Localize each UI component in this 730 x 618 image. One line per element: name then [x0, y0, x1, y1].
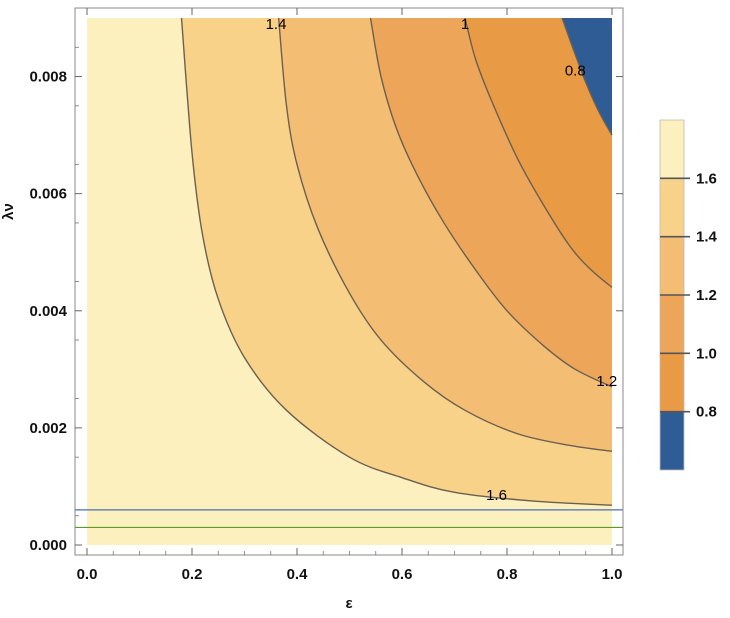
y-axis-title: λν	[0, 203, 17, 220]
contour-line-0.8	[561, 17, 613, 136]
x-tick-label: 0.0	[77, 566, 98, 583]
contour-line-1.4	[277, 17, 613, 453]
plot-area	[75, 17, 623, 545]
colorbar-label-0.8: 0.8	[696, 404, 717, 421]
contour-line-1	[464, 17, 613, 288]
contour-label-1.2: 1.2	[596, 373, 617, 390]
contour-line-1.2	[369, 17, 613, 388]
x-tick-label: 0.2	[182, 566, 203, 583]
contour-line-1.6	[180, 17, 613, 506]
colorbar-band-0.8	[660, 353, 684, 412]
contour-label-0.8: 0.8	[565, 63, 586, 80]
x-tick-label: 0.6	[392, 566, 413, 583]
x-tick-label: 0.4	[287, 566, 309, 583]
y-tick-label: 0.000	[29, 537, 67, 554]
colorbar-legend: 1.6 1.4 1.2 1.0 0.8	[659, 119, 718, 471]
region-below-1	[465, 18, 612, 288]
colorbar-band-1.6	[660, 120, 684, 179]
contour-labels: 1.6 1.4 1.2 1 0.8	[266, 16, 618, 504]
contour-label-1.4: 1.4	[266, 16, 287, 33]
colorbar-band-0.6	[660, 411, 684, 470]
y-tick-label: 0.002	[29, 420, 67, 437]
contour-label-1: 1	[461, 16, 469, 33]
colorbar-band-1	[660, 295, 684, 354]
colorbar-label-1.4: 1.4	[696, 229, 718, 246]
axes: 0.0 0.2 0.4 0.6 0.8 1.0 0.000 0.002 0.004 0.006 0.…	[29, 8, 623, 583]
x-axis-title: ε	[345, 595, 352, 612]
y-tick-label: 0.006	[29, 186, 67, 203]
contour-label-1.6: 1.6	[486, 487, 507, 504]
y-tick-label: 0.004	[29, 303, 67, 320]
colorbar-label-1.6: 1.6	[696, 170, 717, 187]
y-tick-label: 0.008	[29, 69, 67, 86]
colorbar-band-1.4	[660, 178, 684, 237]
region-below-0.8	[562, 18, 612, 136]
x-tick-label: 0.8	[497, 566, 518, 583]
colorbar-label-1.2: 1.2	[696, 287, 717, 304]
colorbar-band-1.2	[660, 236, 684, 295]
x-tick-label: 1.0	[602, 566, 623, 583]
colorbar-label-1.0: 1.0	[696, 345, 717, 362]
